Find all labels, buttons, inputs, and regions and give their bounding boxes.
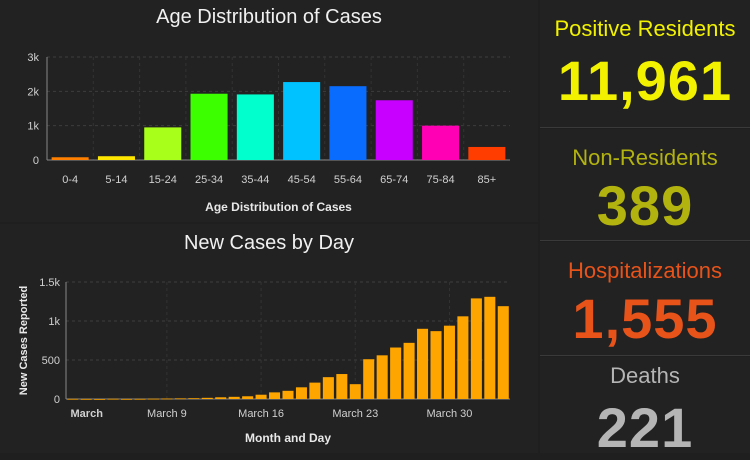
- daily-bar: [215, 397, 227, 399]
- age-xtick-label: 15-24: [149, 174, 177, 186]
- daily-bar: [94, 399, 106, 400]
- age-ytick-label: 2k: [27, 86, 39, 98]
- daily-xtick-label: March 16: [238, 408, 284, 420]
- daily-bar: [430, 331, 442, 399]
- age-distribution-panel: Age Distribution of Cases 0 1k 2k 3k 0-4 5-14…: [0, 0, 538, 222]
- daily-bar: [121, 398, 133, 400]
- daily-ytick-label: 1.5k: [39, 277, 60, 289]
- daily-bar: [309, 382, 321, 399]
- daily-chart-title: New Cases by Day: [183, 232, 355, 254]
- daily-bar: [67, 398, 79, 400]
- daily-bar: [80, 398, 92, 400]
- age-ytick-label: 3k: [27, 52, 39, 64]
- daily-bar: [188, 398, 200, 400]
- daily-xtick-label: March: [71, 408, 104, 420]
- daily-bar: [282, 390, 294, 399]
- daily-bar: [161, 398, 173, 400]
- daily-bar: [255, 394, 267, 399]
- daily-xtick-label: March 9: [147, 408, 187, 420]
- daily-bar: [174, 398, 186, 400]
- age-xtick-label: 25-34: [195, 174, 223, 186]
- positive-residents-value: 11,961: [557, 49, 733, 112]
- daily-bar: [376, 355, 388, 399]
- age-bar: [236, 94, 274, 160]
- age-bar: [422, 125, 460, 160]
- daily-x-axis-label: Month and Day: [245, 431, 331, 445]
- age-distribution-chart: 0 1k 2k 3k 0-4 5-14 15-24 25-34 35-44 45-54 55-64 6…: [27, 52, 510, 214]
- age-chart-title: Age Distribution of Cases: [156, 6, 382, 28]
- daily-bar: [417, 328, 429, 399]
- daily-ytick-label: 0: [54, 394, 60, 406]
- daily-bar: [390, 347, 402, 399]
- daily-bar: [134, 398, 146, 400]
- age-xtick-label: 5-14: [105, 174, 127, 186]
- daily-bar: [322, 377, 334, 399]
- daily-xtick-label: March 30: [427, 408, 473, 420]
- daily-bar: [470, 298, 482, 399]
- positive-residents-card: Positive Residents 11,961: [540, 0, 750, 128]
- daily-bar: [336, 374, 348, 399]
- age-xtick-label: 45-54: [288, 174, 316, 186]
- non-residents-value: 389: [596, 174, 694, 237]
- non-residents-label: Non-Residents: [572, 145, 718, 170]
- age-xtick-label: 75-84: [426, 174, 454, 186]
- deaths-value: 221: [596, 396, 694, 459]
- daily-y-axis-label: New Cases Reported: [18, 286, 30, 395]
- daily-xtick-label: March 23: [332, 408, 378, 420]
- age-ytick-label: 0: [33, 155, 39, 167]
- age-xtick-label: 35-44: [241, 174, 269, 186]
- new-cases-panel: New Cases by Day 0 500 1k 1.5k March March 9 M…: [0, 224, 538, 453]
- non-residents-card: Non-Residents 389: [540, 129, 750, 241]
- daily-bar: [201, 397, 213, 399]
- age-bar: [144, 127, 182, 160]
- age-xtick-label: 55-64: [334, 174, 362, 186]
- deaths-label: Deaths: [610, 363, 680, 388]
- age-ytick-label: 1k: [27, 121, 39, 133]
- daily-ytick-label: 500: [42, 355, 60, 367]
- age-xtick-label: 85+: [478, 174, 497, 186]
- age-bar: [375, 100, 413, 160]
- daily-bar: [269, 392, 281, 399]
- deaths-card: Deaths 221: [540, 357, 750, 459]
- positive-residents-label: Positive Residents: [554, 16, 736, 41]
- age-bar: [329, 86, 367, 160]
- daily-bar: [295, 387, 307, 399]
- age-bar: [468, 146, 506, 160]
- daily-bar: [443, 325, 455, 399]
- hospitalizations-value: 1,555: [572, 287, 718, 350]
- daily-bar: [228, 396, 240, 399]
- daily-ytick-label: 1k: [48, 316, 60, 328]
- daily-bar: [363, 359, 375, 399]
- new-cases-chart: 0 500 1k 1.5k March March 9 March 16 March 23 Ma…: [18, 277, 510, 445]
- age-xtick-label: 0-4: [62, 174, 78, 186]
- daily-bar: [403, 342, 415, 399]
- age-xtick-label: 65-74: [380, 174, 408, 186]
- daily-bar: [242, 396, 254, 399]
- age-bar: [51, 157, 89, 160]
- age-bar: [97, 156, 135, 160]
- daily-bar: [107, 398, 119, 400]
- daily-bar: [457, 316, 469, 399]
- daily-bar: [349, 384, 361, 399]
- daily-bar: [484, 296, 496, 399]
- age-bar: [283, 82, 321, 160]
- daily-bar: [147, 398, 159, 400]
- age-bar: [190, 93, 228, 160]
- hospitalizations-label: Hospitalizations: [567, 258, 723, 283]
- hospitalizations-card: Hospitalizations 1,555: [540, 242, 750, 356]
- age-x-axis-label: Age Distribution of Cases: [205, 200, 352, 214]
- daily-bar: [497, 306, 509, 399]
